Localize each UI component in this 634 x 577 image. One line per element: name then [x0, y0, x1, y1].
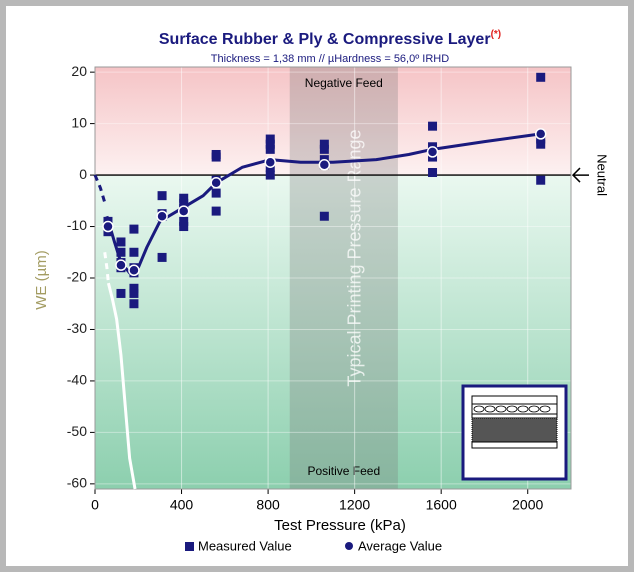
annotation-right: Neutral — [595, 154, 610, 196]
fit-line — [93, 174, 108, 207]
y-tick-label: -60 — [67, 475, 87, 491]
y-tick-label: -50 — [67, 423, 87, 439]
average-point — [115, 259, 127, 271]
measured-point — [116, 237, 126, 247]
measured-point — [211, 188, 221, 198]
measured-point — [129, 224, 139, 234]
average-point — [264, 156, 277, 168]
legend-swatch — [345, 542, 353, 550]
chart-title: Surface Rubber & Ply & Compressive Layer… — [159, 29, 501, 49]
measured-point — [129, 283, 139, 293]
average-point — [128, 264, 140, 277]
x-tick-label: 0 — [91, 497, 99, 513]
y-tick-label: -40 — [67, 372, 87, 388]
pressure-band — [289, 67, 398, 489]
x-tick-label: 2000 — [512, 497, 543, 513]
annotation-bottom: Positive Feed — [307, 464, 380, 478]
measured-point — [179, 198, 189, 208]
legend-swatch — [185, 542, 194, 551]
measured-point — [265, 170, 275, 180]
average-point — [534, 128, 547, 140]
negative-zone — [95, 67, 571, 176]
measured-point — [116, 247, 126, 257]
y-tick-label: 20 — [71, 63, 87, 79]
average-point — [210, 177, 222, 189]
x-tick-label: 1600 — [426, 497, 457, 513]
title-text: Surface Rubber & Ply & Compressive Layer — [159, 31, 491, 48]
y-tick-label: -10 — [67, 217, 87, 233]
measured-point — [211, 206, 221, 216]
measured-point — [428, 121, 438, 131]
measured-point — [129, 288, 139, 298]
measured-point — [179, 222, 189, 232]
x-axis-label: Test Pressure (kPa) — [274, 517, 406, 534]
measured-point — [179, 216, 189, 226]
measured-point — [319, 211, 329, 221]
fit-line — [106, 282, 137, 490]
annotation-top: Negative Feed — [305, 76, 383, 90]
title-note: (*) — [491, 29, 502, 40]
measured-point — [319, 144, 329, 154]
average-point — [156, 210, 168, 222]
y-tick-label: -30 — [67, 320, 87, 336]
measured-point — [536, 139, 546, 149]
y-tick-label: -20 — [67, 269, 87, 285]
measured-point — [157, 252, 167, 262]
y-tick-label: 0 — [79, 166, 87, 182]
y-tick-label: 10 — [71, 114, 87, 130]
measured-point — [157, 191, 167, 201]
measured-point — [319, 139, 329, 149]
inset-icon — [461, 384, 568, 481]
measured-point — [129, 247, 139, 257]
average-point — [318, 159, 331, 171]
subtitle: Thickness = 1,38 mm // µHardness = 56,0º… — [211, 53, 449, 65]
y-axis-label: WE (µm) — [33, 250, 50, 309]
legend-label: Average Value — [358, 538, 442, 553]
average-point — [177, 205, 190, 217]
plot-border — [94, 66, 572, 490]
measured-point — [536, 175, 546, 185]
fit-line — [103, 252, 110, 284]
average-point — [102, 220, 114, 233]
measured-point — [179, 193, 189, 203]
measured-point — [536, 72, 546, 82]
measured-point — [265, 144, 275, 154]
measured-point — [116, 288, 126, 298]
x-tick-label: 400 — [170, 497, 194, 513]
x-tick-label: 1200 — [339, 497, 370, 513]
measured-point — [428, 168, 438, 177]
x-tick-label: 800 — [256, 497, 280, 513]
measured-point — [265, 134, 275, 144]
measured-point — [129, 299, 139, 309]
neutral-arrow — [571, 167, 589, 183]
measured-point — [265, 139, 275, 149]
legend-label: Measured Value — [198, 538, 292, 553]
average-point — [426, 146, 439, 158]
measured-point — [211, 152, 221, 162]
